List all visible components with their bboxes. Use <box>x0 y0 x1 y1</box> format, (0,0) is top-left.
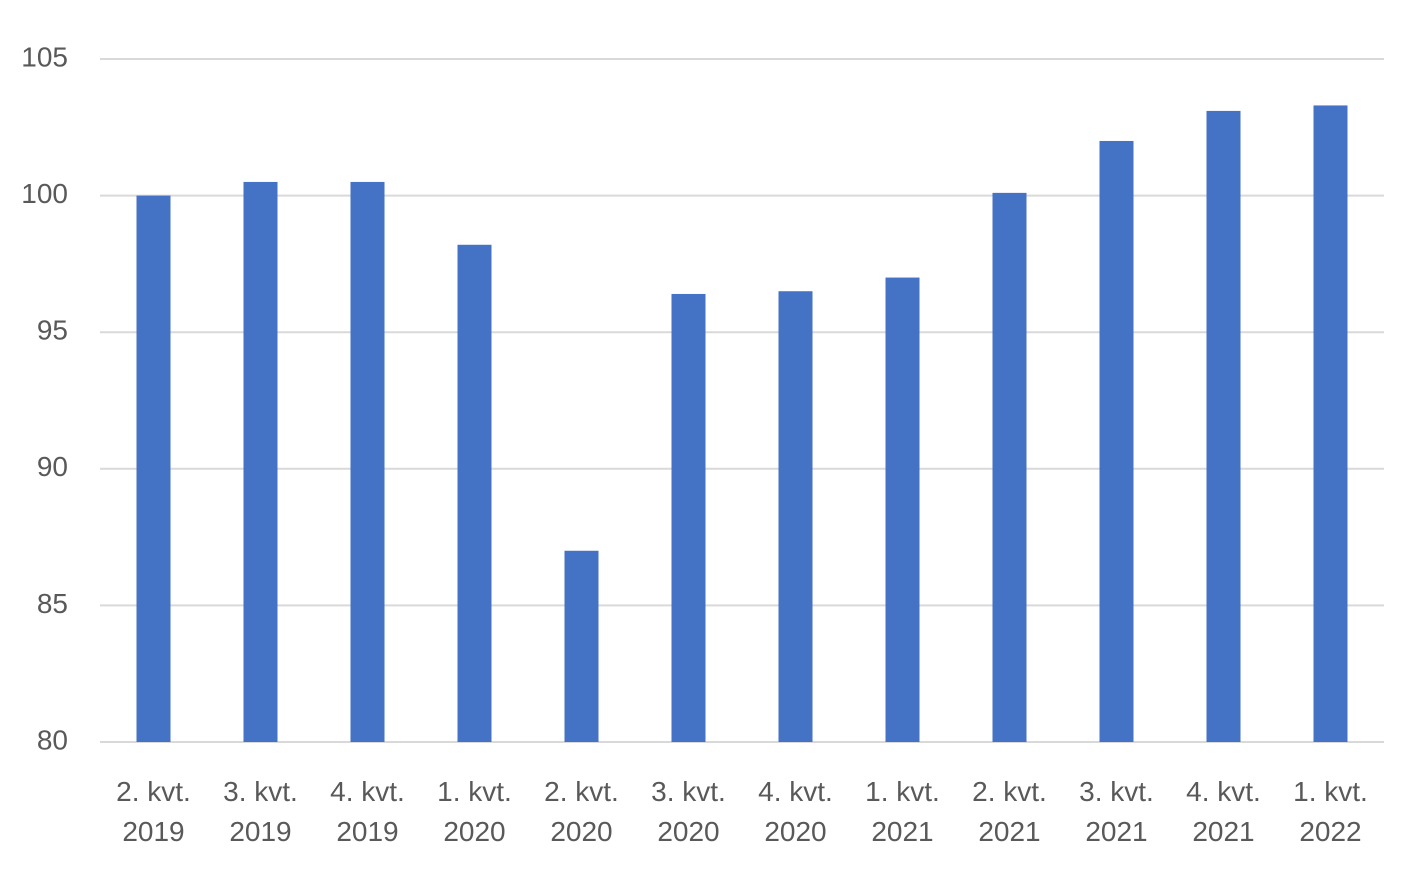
x-tick-label: 3. kvt. 2020 <box>651 776 726 847</box>
x-tick-label: 3. kvt. 2019 <box>223 776 298 847</box>
y-tick-label: 100 <box>21 178 68 209</box>
x-tick-label: 2. kvt. 2020 <box>544 776 619 847</box>
bar <box>457 244 492 742</box>
y-tick-label: 85 <box>37 588 68 619</box>
y-tick-label: 105 <box>21 41 68 72</box>
x-tick-label: 1. kvt. 2020 <box>437 776 512 847</box>
y-tick-label: 95 <box>37 315 68 346</box>
x-tick-label: 2. kvt. 2021 <box>972 776 1047 847</box>
x-tick-label: 4. kvt. 2021 <box>1186 776 1261 847</box>
x-tick-label: 3. kvt. 2021 <box>1079 776 1154 847</box>
bar <box>564 550 599 742</box>
x-tick-label: 2. kvt. 2019 <box>116 776 191 847</box>
bar <box>778 291 813 742</box>
bar <box>1313 105 1348 743</box>
bar <box>992 192 1027 743</box>
bar <box>1206 110 1241 742</box>
bar <box>885 277 920 742</box>
bar <box>136 195 171 743</box>
x-tick-label: 1. kvt. 2021 <box>865 776 940 847</box>
x-tick-label: 4. kvt. 2020 <box>758 776 833 847</box>
y-tick-label: 90 <box>37 451 68 482</box>
x-tick-label: 4. kvt. 2019 <box>330 776 405 847</box>
bar <box>350 181 385 742</box>
x-tick-label: 1. kvt. 2022 <box>1293 776 1368 847</box>
y-tick-label: 80 <box>37 724 68 755</box>
bar <box>671 293 706 742</box>
bar <box>1099 140 1134 742</box>
bar <box>243 181 278 742</box>
